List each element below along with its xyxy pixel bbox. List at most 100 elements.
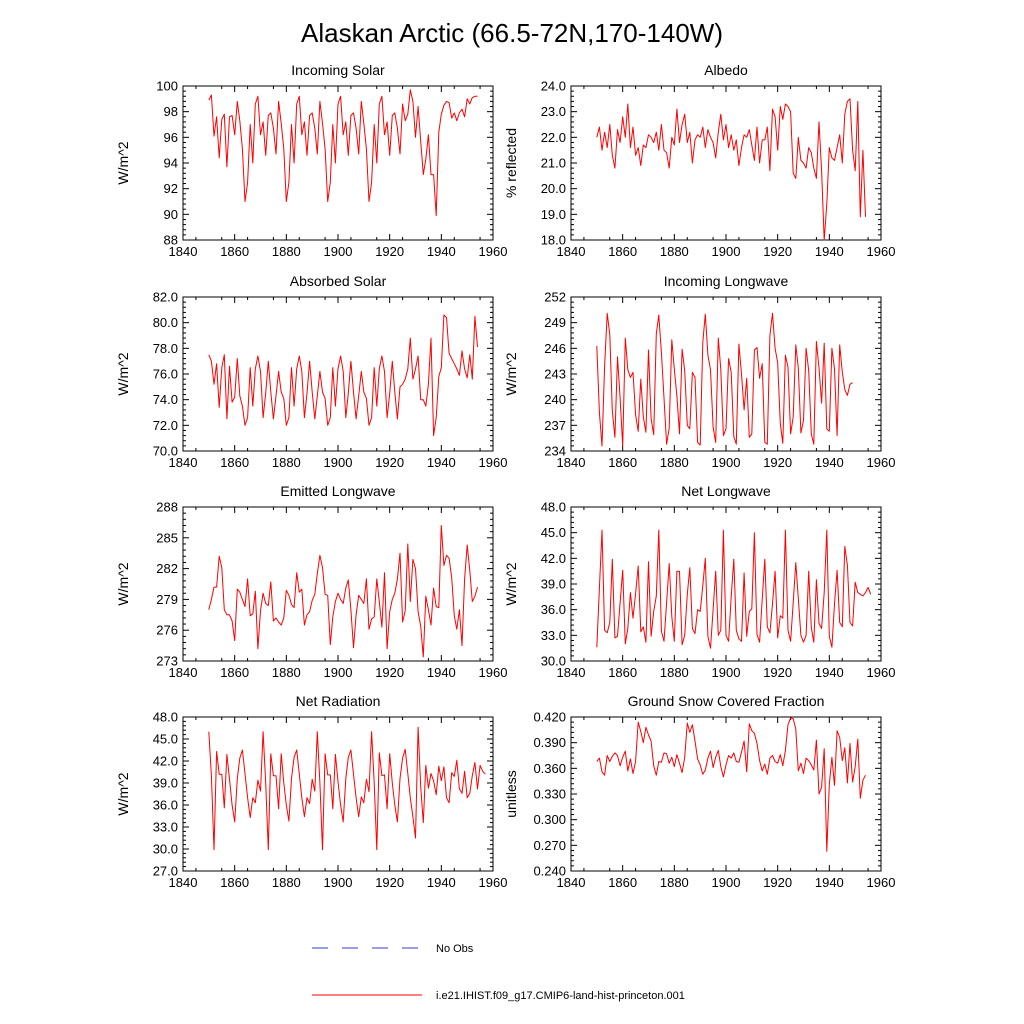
panel-title: Ground Snow Covered Fraction [628, 693, 825, 709]
x-tick-label: 1860 [220, 244, 249, 259]
y-tick-label: 76.0 [153, 367, 178, 382]
plot-frame [182, 506, 494, 662]
y-tick-label: 20.0 [541, 181, 566, 196]
x-tick-label: 1840 [557, 244, 586, 259]
y-tick-label: 90 [164, 207, 178, 222]
y-tick-label: 48.0 [153, 710, 178, 725]
x-tick-label: 1880 [660, 665, 689, 680]
panel-5: 1840 1860 1880 1900 1920 1940 1960 273 276 279 282… [115, 483, 507, 680]
y-tick-label: 45.0 [153, 732, 178, 747]
y-tick-label: 0.360 [533, 761, 566, 776]
y-tick-label: 82.0 [153, 290, 178, 305]
legend: No Obs i.e21.IHIST.f09_g17.CMIP6-land-hi… [312, 943, 685, 1002]
x-tick-label: 1880 [660, 455, 689, 470]
y-tick-label: 282 [156, 561, 178, 576]
x-tick-label: 1860 [220, 875, 249, 890]
y-tick-label: 252 [544, 290, 566, 305]
y-tick-label: 0.300 [533, 812, 566, 827]
x-tick-label: 1960 [867, 875, 896, 890]
panel-title: Emitted Longwave [280, 483, 395, 499]
y-tick-label: 288 [156, 500, 178, 515]
x-tick-label: 1860 [608, 665, 637, 680]
plot-frame [570, 85, 882, 241]
y-tick-label: 234 [544, 444, 566, 459]
x-tick-label: 1880 [272, 244, 301, 259]
y-tick-label: 0.390 [533, 735, 566, 750]
x-tick-label: 1940 [815, 875, 844, 890]
panel-title: Incoming Solar [291, 62, 385, 78]
panel-6: 1840 1860 1880 1900 1920 1940 1960 30.0 33.0 36.0… [503, 483, 895, 680]
panel-title: Absorbed Solar [290, 273, 387, 289]
y-tick-label: 273 [156, 654, 178, 669]
y-tick-label: 72.0 [153, 418, 178, 433]
x-tick-label: 1920 [763, 455, 792, 470]
x-tick-label: 1900 [712, 875, 741, 890]
x-tick-label: 1960 [867, 665, 896, 680]
y-tick-label: 70.0 [153, 444, 178, 459]
x-tick-label: 1860 [608, 455, 637, 470]
series-line [208, 726, 486, 851]
y-tick-label: 0.240 [533, 864, 566, 879]
y-tick-label: 285 [156, 530, 178, 545]
legend-model-label: i.e21.IHIST.f09_g17.CMIP6-land-hist-prin… [436, 990, 685, 1002]
y-axis-label: W/m^2 [115, 352, 131, 395]
panel-7: 1840 1860 1880 1900 1920 1940 1960 27.0 30.0 33.0… [115, 693, 507, 890]
x-tick-label: 1960 [867, 244, 896, 259]
series-line [596, 98, 866, 241]
y-axis-label: unitless [503, 770, 519, 817]
y-tick-label: 243 [544, 367, 566, 382]
x-tick-label: 1920 [763, 875, 792, 890]
x-tick-label: 1960 [479, 455, 508, 470]
x-tick-label: 1960 [479, 665, 508, 680]
y-tick-label: 33.0 [541, 628, 566, 643]
y-tick-label: 78.0 [153, 341, 178, 356]
x-tick-label: 1940 [427, 244, 456, 259]
x-tick-label: 1940 [815, 455, 844, 470]
x-tick-label: 1840 [557, 875, 586, 890]
x-tick-label: 1920 [375, 455, 404, 470]
y-tick-label: 45.0 [541, 525, 566, 540]
y-tick-label: 0.330 [533, 787, 566, 802]
x-tick-label: 1880 [272, 455, 301, 470]
x-tick-label: 1860 [608, 244, 637, 259]
y-tick-label: 80.0 [153, 315, 178, 330]
x-tick-label: 1940 [815, 665, 844, 680]
x-tick-label: 1920 [375, 665, 404, 680]
x-tick-label: 1880 [660, 875, 689, 890]
y-tick-label: 33.0 [153, 820, 178, 835]
x-tick-label: 1880 [660, 244, 689, 259]
x-tick-label: 1920 [763, 665, 792, 680]
x-tick-label: 1840 [557, 455, 586, 470]
y-tick-label: 27.0 [153, 864, 178, 879]
panel-3: 1840 1860 1880 1900 1920 1940 1960 70.0 72.0 74.0… [115, 273, 507, 470]
y-axis-label: W/m^2 [503, 352, 519, 395]
x-tick-label: 1960 [867, 455, 896, 470]
y-tick-label: 74.0 [153, 392, 178, 407]
y-tick-label: 23.0 [541, 104, 566, 119]
y-tick-label: 246 [544, 341, 566, 356]
x-tick-label: 1940 [427, 875, 456, 890]
y-tick-label: 24.0 [541, 79, 566, 94]
panel-8: 1840 1860 1880 1900 1920 1940 1960 0.240 0.270 0.… [503, 693, 895, 890]
x-tick-label: 1900 [712, 244, 741, 259]
x-tick-label: 1900 [324, 244, 353, 259]
x-tick-label: 1960 [479, 244, 508, 259]
x-tick-label: 1860 [608, 875, 637, 890]
y-tick-label: 36.0 [153, 798, 178, 813]
x-tick-label: 1900 [324, 875, 353, 890]
panel-4: 1840 1860 1880 1900 1920 1940 1960 234 237 240 243… [503, 273, 895, 470]
y-tick-label: 48.0 [541, 500, 566, 515]
y-tick-label: 240 [544, 392, 566, 407]
y-tick-label: 0.420 [533, 710, 566, 725]
y-tick-label: 42.0 [541, 551, 566, 566]
y-tick-label: 94 [164, 156, 178, 171]
y-axis-label: W/m^2 [115, 562, 131, 605]
x-tick-label: 1860 [220, 455, 249, 470]
y-tick-label: 237 [544, 418, 566, 433]
series-line [596, 312, 853, 447]
y-tick-label: 39.0 [153, 776, 178, 791]
y-axis-label: % reflected [503, 128, 519, 198]
x-tick-label: 1840 [169, 875, 198, 890]
panel-title: Albedo [704, 62, 748, 78]
